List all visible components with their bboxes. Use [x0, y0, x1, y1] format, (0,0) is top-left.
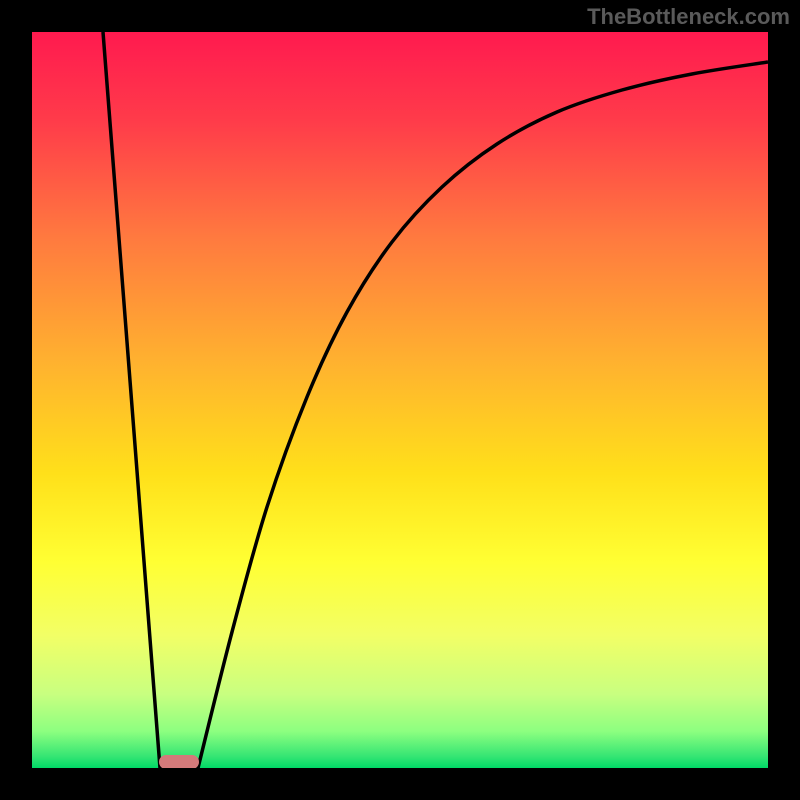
optimum-marker [159, 755, 199, 768]
bottleneck-curve [32, 32, 768, 768]
chart-container: TheBottleneck.com [0, 0, 800, 800]
watermark-text: TheBottleneck.com [587, 4, 790, 30]
plot-area [32, 32, 768, 768]
